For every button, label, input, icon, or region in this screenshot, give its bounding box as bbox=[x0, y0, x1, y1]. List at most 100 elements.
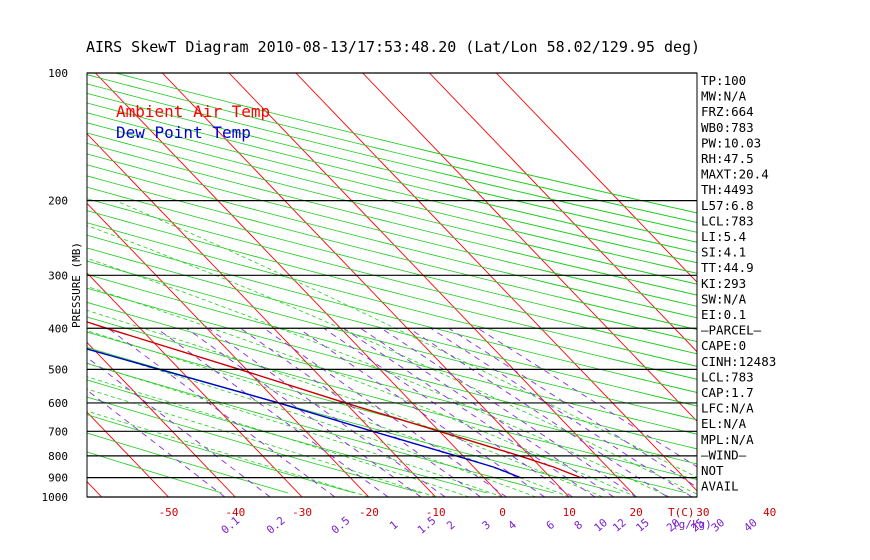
mixing-ratio-line bbox=[408, 327, 668, 497]
mixing-ratio-line bbox=[430, 327, 693, 497]
dry-adiabat-line bbox=[87, 247, 697, 407]
mixing-ratio-tick-label: 12 bbox=[610, 516, 629, 534]
mixing-ratio-line bbox=[87, 389, 226, 497]
isotherm-line bbox=[87, 133, 437, 497]
bottom-temp-tick-label: 20 bbox=[629, 506, 642, 519]
bottom-temp-tick-label: -40 bbox=[225, 506, 245, 519]
dry-adiabat-line bbox=[87, 222, 697, 380]
y-axis-label: PRESSURE (MB) bbox=[70, 242, 83, 328]
index-entry: MW:N/A bbox=[701, 89, 747, 104]
legend-ambient-air-temp: Ambient Air Temp bbox=[116, 102, 270, 121]
dry-adiabat-line bbox=[87, 316, 697, 480]
plot-frame bbox=[86, 72, 698, 498]
index-entry: LCL:783 bbox=[701, 369, 754, 384]
index-entry: EL:N/A bbox=[701, 416, 747, 431]
pressure-tick-label: 900 bbox=[48, 472, 68, 485]
mixing-ratio-tick-label: 40 bbox=[741, 516, 760, 534]
isotherm-line bbox=[228, 73, 637, 497]
dry-adiabat-line bbox=[87, 102, 697, 253]
pressure-tick-label: 200 bbox=[48, 195, 68, 208]
isotherm-line bbox=[295, 73, 697, 492]
mixing-ratio-tick-label: 3 bbox=[480, 518, 493, 532]
index-entry: TT:44.9 bbox=[701, 260, 754, 275]
pressure-tick-label: 700 bbox=[48, 425, 68, 438]
bottom-temp-tick-label: -10 bbox=[426, 506, 446, 519]
mixing-ratio-line bbox=[208, 327, 446, 497]
dry-adiabat-line bbox=[87, 74, 697, 223]
mixing-ratio-line bbox=[87, 356, 271, 497]
mixing-ratio-line bbox=[240, 327, 481, 497]
isotherm-line bbox=[495, 73, 697, 283]
dry-adiabat-line bbox=[115, 73, 697, 214]
isotherm-line bbox=[362, 73, 697, 422]
isotherm-line bbox=[0, 73, 35, 497]
dry-adiabat-line bbox=[87, 362, 554, 494]
dry-adiabat-line bbox=[87, 92, 697, 243]
pressure-tick-label: 100 bbox=[48, 67, 68, 80]
chart-title: AIRS SkewT Diagram 2010-08-13/17:53:48.2… bbox=[86, 38, 700, 56]
mixing-ratio-tick-label: 6 bbox=[544, 518, 557, 532]
mixing-ratio-line bbox=[381, 327, 638, 497]
mixing-ratio-line bbox=[298, 327, 545, 497]
dry-adiabat-line bbox=[87, 164, 697, 319]
dry-adiabat-line bbox=[87, 198, 697, 355]
isotherm-line bbox=[87, 272, 303, 497]
dry-adiabat-line bbox=[87, 379, 488, 494]
index-entry: RH:47.5 bbox=[701, 151, 754, 166]
stability-indices: TP:100MW:N/AFRZ:664WB0:783PW:10.03RH:47.… bbox=[701, 73, 776, 494]
isotherm-line bbox=[87, 202, 370, 497]
dry-adiabat-line bbox=[87, 175, 697, 331]
bottom-temp-tick-label: -50 bbox=[159, 506, 179, 519]
pressure-tick-label: 600 bbox=[48, 397, 68, 410]
isotherm-line bbox=[95, 73, 503, 497]
ambient-temp-profile bbox=[87, 321, 581, 479]
moist-adiabat-line bbox=[87, 257, 670, 497]
mixing-ratio-tick-label: 4 bbox=[506, 518, 520, 532]
index-entry: TP:100 bbox=[701, 73, 746, 88]
x-axis-label: T(C) bbox=[668, 506, 695, 519]
pressure-tick-label: 1000 bbox=[42, 491, 69, 504]
index-entry: LCL:783 bbox=[701, 213, 754, 228]
moist-adiabat-line bbox=[87, 286, 637, 497]
bottom-temp-tick-label: 10 bbox=[563, 506, 576, 519]
index-entry: PW:10.03 bbox=[701, 135, 761, 150]
mixing-ratio-unit: (g/kg) bbox=[672, 518, 712, 531]
bottom-temp-tick-label: 30 bbox=[696, 506, 709, 519]
index-entry: KI:293 bbox=[701, 276, 746, 291]
mixing-ratio-line bbox=[448, 327, 697, 488]
dry-adiabat-line bbox=[87, 234, 697, 393]
mixing-ratio-line bbox=[156, 327, 389, 497]
mixing-ratio-tick-label: 1 bbox=[387, 518, 400, 532]
dry-adiabat-line bbox=[87, 153, 697, 307]
dewpoint-profile bbox=[87, 348, 521, 479]
mixing-ratio-line bbox=[107, 327, 336, 497]
index-entry: –WIND– bbox=[701, 447, 747, 462]
dry-adiabat-line bbox=[87, 260, 697, 421]
index-entry: MAXT:20.4 bbox=[701, 167, 769, 182]
dry-adiabat-line bbox=[87, 83, 697, 233]
dry-adiabat-line bbox=[87, 122, 697, 274]
dry-adiabat-line bbox=[87, 186, 697, 343]
mixing-ratio-tick-label: 0.5 bbox=[329, 514, 353, 537]
isotherm-line bbox=[87, 411, 169, 497]
dry-adiabat-line bbox=[87, 331, 687, 494]
index-entry: CAP:1.7 bbox=[701, 385, 754, 400]
index-entry: –PARCEL– bbox=[701, 323, 762, 338]
index-entry: SI:4.1 bbox=[701, 245, 746, 260]
index-entry: AVAIL bbox=[701, 479, 739, 494]
index-entry: CAPE:0 bbox=[701, 338, 746, 353]
index-entry: L57:6.8 bbox=[701, 198, 754, 213]
index-entry: WB0:783 bbox=[701, 120, 754, 135]
mixing-ratio-tick-label: 8 bbox=[572, 518, 585, 532]
mixing-ratio-line bbox=[263, 327, 507, 497]
dry-adiabat-line bbox=[87, 346, 621, 494]
index-entry: FRZ:664 bbox=[701, 104, 754, 119]
mixing-ratio-line bbox=[477, 327, 697, 468]
index-entry: CINH:12483 bbox=[701, 354, 776, 369]
dry-adiabat-line bbox=[87, 142, 697, 296]
mixing-ratio-tick-label: 0.2 bbox=[264, 514, 288, 537]
index-entry: LI:5.4 bbox=[701, 229, 746, 244]
index-entry: SW:N/A bbox=[701, 291, 747, 306]
bottom-temp-tick-label: 0 bbox=[499, 506, 506, 519]
